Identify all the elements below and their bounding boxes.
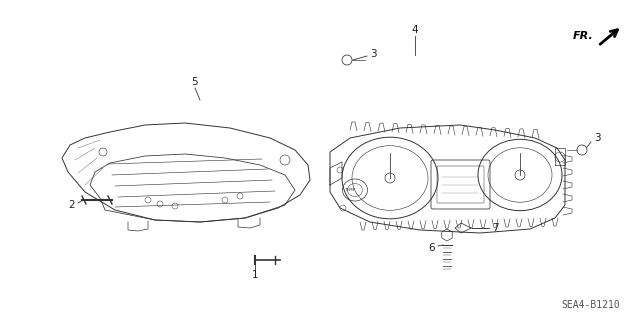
Text: FR.: FR. [573,31,594,41]
Text: 3: 3 [594,133,600,143]
Text: 2: 2 [68,200,76,210]
Text: 7: 7 [492,223,499,233]
Text: TEMP: TEMP [344,188,356,192]
Text: 3: 3 [370,49,376,59]
Text: 1: 1 [252,270,259,280]
Text: 4: 4 [412,25,419,35]
Text: SEA4-B1210: SEA4-B1210 [561,300,620,310]
Text: 6: 6 [429,243,435,253]
Text: 5: 5 [192,77,198,87]
